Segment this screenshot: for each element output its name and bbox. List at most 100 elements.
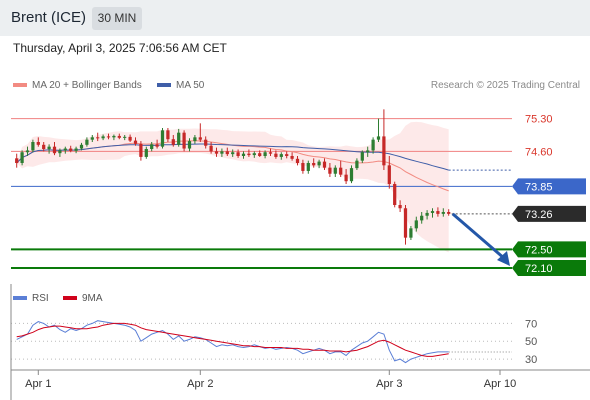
candle bbox=[101, 134, 105, 141]
ma20-swatch bbox=[13, 83, 27, 88]
candle bbox=[328, 163, 332, 177]
legend-ma50-label: MA 50 bbox=[176, 80, 205, 91]
candle-body bbox=[344, 174, 348, 182]
candle bbox=[150, 142, 154, 152]
candle-body bbox=[133, 140, 138, 144]
candle bbox=[209, 142, 213, 154]
candle bbox=[139, 141, 143, 161]
legend-9ma: 9MA bbox=[63, 293, 103, 304]
candle bbox=[63, 146, 67, 154]
candle bbox=[441, 208, 445, 217]
candle bbox=[279, 152, 283, 160]
candle bbox=[349, 165, 354, 184]
candle bbox=[177, 128, 181, 147]
candle-body bbox=[420, 215, 424, 221]
candle bbox=[182, 130, 186, 152]
x-tick-label: Apr 10 bbox=[484, 378, 516, 390]
candle-body bbox=[117, 135, 121, 138]
candle-body bbox=[144, 149, 148, 157]
candle bbox=[231, 149, 235, 157]
candle-body bbox=[42, 144, 46, 149]
research-credit: Research © 2025 Trading Central bbox=[430, 80, 580, 91]
candle bbox=[79, 142, 84, 151]
candle-body bbox=[47, 146, 51, 149]
rsi-ma9-line bbox=[16, 322, 449, 357]
candle bbox=[376, 118, 381, 142]
legend-ma20: MA 20 + Bollinger Bands bbox=[13, 80, 142, 91]
candle bbox=[133, 137, 138, 146]
candle-body bbox=[339, 167, 343, 175]
candle bbox=[425, 210, 429, 220]
ma50-swatch bbox=[157, 83, 171, 88]
candle-body bbox=[436, 211, 440, 214]
candle-body bbox=[425, 212, 429, 216]
candle bbox=[290, 152, 294, 161]
candle-body bbox=[31, 142, 35, 151]
candle-body bbox=[393, 184, 397, 205]
candle-body bbox=[263, 152, 267, 156]
legend-9ma-label: 9MA bbox=[82, 293, 103, 304]
candle-body bbox=[187, 141, 192, 149]
candle bbox=[69, 145, 73, 153]
candle-body bbox=[209, 145, 213, 152]
candle-body bbox=[58, 150, 62, 154]
forecast-arrow-head bbox=[497, 251, 510, 266]
candle-body bbox=[252, 153, 256, 156]
candle bbox=[252, 151, 256, 158]
candle-body bbox=[79, 144, 84, 149]
rsi-tick-50: 50 bbox=[525, 336, 537, 348]
candle bbox=[263, 150, 267, 159]
candle bbox=[393, 181, 397, 208]
candle bbox=[96, 132, 100, 142]
candle-body bbox=[139, 143, 143, 157]
candle-body bbox=[409, 228, 413, 238]
ma9-swatch bbox=[63, 296, 77, 301]
candle bbox=[20, 150, 24, 166]
level-label-74.60: 74.60 bbox=[525, 146, 553, 158]
candle-body bbox=[241, 153, 246, 156]
candle bbox=[171, 135, 175, 147]
candle-body bbox=[214, 151, 219, 154]
candle bbox=[47, 144, 51, 154]
candle-body bbox=[36, 142, 40, 145]
candle bbox=[193, 135, 197, 144]
candle bbox=[36, 137, 40, 147]
candle bbox=[155, 139, 159, 149]
candle-body bbox=[360, 152, 364, 161]
candle bbox=[106, 133, 111, 140]
legend-ma20-label: MA 20 + Bollinger Bands bbox=[32, 80, 142, 91]
candle-body bbox=[333, 167, 337, 174]
candle-body bbox=[258, 153, 262, 156]
candle bbox=[236, 149, 240, 158]
candle-body bbox=[371, 139, 375, 151]
candle-body bbox=[52, 146, 57, 154]
candle bbox=[409, 226, 413, 240]
candle-body bbox=[204, 139, 208, 146]
candle bbox=[436, 207, 440, 217]
candle-body bbox=[301, 163, 305, 171]
candle bbox=[204, 136, 208, 149]
candle bbox=[214, 147, 219, 157]
candle-body bbox=[279, 154, 283, 157]
candle-body bbox=[193, 137, 197, 142]
candle bbox=[247, 149, 251, 157]
candle-body bbox=[285, 154, 289, 156]
header-bar: Brent (ICE) 30 MIN bbox=[0, 0, 590, 36]
candle bbox=[295, 156, 300, 166]
candle bbox=[117, 133, 121, 140]
legend-rsi: RSI bbox=[13, 293, 49, 304]
candle bbox=[285, 151, 289, 159]
level-tag-72.50 bbox=[512, 241, 586, 258]
level-label-73.85: 73.85 bbox=[525, 181, 553, 193]
candle-body bbox=[231, 152, 235, 155]
candle bbox=[85, 137, 89, 147]
candle bbox=[333, 165, 337, 177]
legend-rsi-label: RSI bbox=[32, 293, 49, 304]
x-tick-label: Apr 1 bbox=[25, 378, 51, 390]
candle-body bbox=[25, 150, 30, 153]
candle bbox=[387, 156, 391, 189]
level-label-75.30: 75.30 bbox=[525, 114, 553, 126]
candle-body bbox=[441, 212, 445, 214]
candle-body bbox=[220, 151, 224, 154]
interval-button[interactable]: 30 MIN bbox=[92, 7, 142, 30]
